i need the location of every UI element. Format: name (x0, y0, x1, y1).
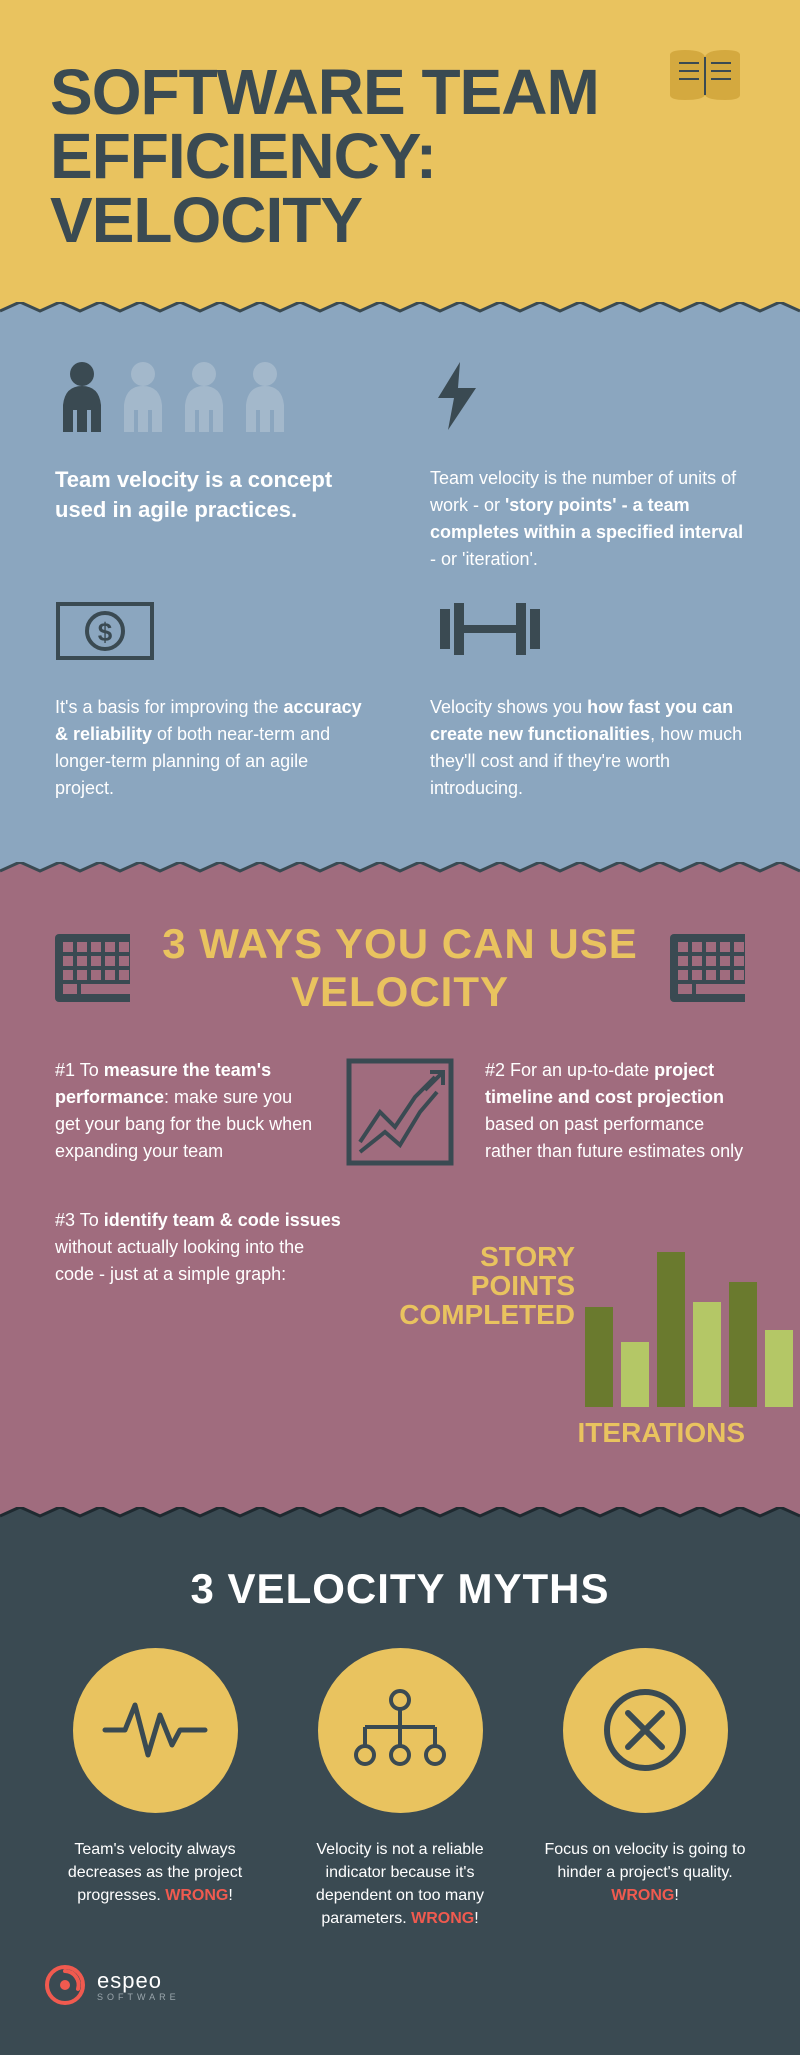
svg-text:$: $ (98, 617, 113, 647)
brand-name: espeo (97, 1968, 162, 1993)
text: ! (228, 1887, 232, 1904)
chart-bar (765, 1330, 793, 1407)
chart-frame-icon (345, 1057, 455, 1172)
keyboard-icon (55, 934, 130, 1002)
myth-3: Focus on velocity is going to hinder a p… (535, 1648, 755, 1931)
uses-title: 3 WAYS YOU CAN USE VELOCITY (160, 920, 640, 1017)
use-3: #3 To identify team & code issues withou… (55, 1207, 345, 1288)
definition-text-2: Team velocity is the number of units of … (430, 465, 745, 573)
person-icon (177, 360, 232, 432)
person-icon (238, 360, 293, 432)
text: Focus on velocity is going to hinder a p… (545, 1841, 746, 1881)
money-icon: $ (55, 601, 370, 666)
chart-y-label: STORY POINTS COMPLETED (375, 1242, 575, 1330)
myth-text: Focus on velocity is going to hinder a p… (535, 1838, 755, 1908)
hierarchy-icon (318, 1648, 483, 1813)
page-title: SOFTWARE TEAM EFFICIENCY: VELOCITY (50, 60, 750, 252)
wrong-label: WRONG (411, 1910, 474, 1927)
wrong-label: WRONG (611, 1887, 674, 1904)
text: - or 'iteration'. (430, 549, 538, 569)
header-section: SOFTWARE TEAM EFFICIENCY: VELOCITY (0, 0, 800, 302)
person-icon (55, 360, 110, 432)
chart-x-label: ITERATIONS (578, 1417, 745, 1449)
use-1: #1 To measure the team's performance: ma… (55, 1057, 315, 1165)
definition-text-1: Team velocity is a concept used in agile… (55, 465, 370, 573)
bar-chart: STORY POINTS COMPLETED ITERATIONS (385, 1207, 745, 1447)
divider-zigzag (0, 302, 800, 320)
text: ! (674, 1887, 678, 1904)
chart-bar (585, 1307, 613, 1407)
myths-title: 3 VELOCITY MYTHS (45, 1565, 755, 1613)
myth-1: Team's velocity always decreases as the … (45, 1648, 265, 1931)
text: ! (474, 1910, 478, 1927)
text: #3 To (55, 1210, 104, 1230)
text: based on past performance rather than fu… (485, 1114, 743, 1161)
myth-text: Velocity is not a reliable indicator bec… (290, 1838, 510, 1931)
definition-text-4: Velocity shows you how fast you can crea… (430, 694, 745, 802)
text: Velocity shows you (430, 697, 587, 717)
dumbbell-icon (430, 601, 745, 666)
definition-section: Team velocity is a concept used in agile… (0, 320, 800, 862)
brand-sub: SOFTWARE (97, 1992, 180, 2002)
text: #1 To (55, 1060, 104, 1080)
book-icon (665, 45, 745, 110)
divider-zigzag (0, 1507, 800, 1525)
myths-section: 3 VELOCITY MYTHS Team's velocity always … (0, 1525, 800, 2055)
cross-circle-icon (563, 1648, 728, 1813)
myth-2: Velocity is not a reliable indicator bec… (290, 1648, 510, 1931)
text: #2 For an up-to-date (485, 1060, 654, 1080)
footer: espeo SOFTWARE (45, 1965, 755, 2005)
uses-section: 3 WAYS YOU CAN USE VELOCITY #1 To measur… (0, 880, 800, 1507)
wrong-label: WRONG (165, 1887, 228, 1904)
lightning-icon (430, 360, 745, 437)
use-2: #2 For an up-to-date project timeline an… (485, 1057, 745, 1165)
keyboard-icon (670, 934, 745, 1002)
definition-text-3: It's a basis for improving the accuracy … (55, 694, 370, 802)
myth-text: Team's velocity always decreases as the … (45, 1838, 265, 1908)
footer-brand: espeo SOFTWARE (97, 1968, 180, 2002)
person-icon (116, 360, 171, 432)
text: It's a basis for improving the (55, 697, 284, 717)
chart-bar (621, 1342, 649, 1407)
text: identify team & code issues (104, 1210, 341, 1230)
chart-bar (693, 1302, 721, 1407)
people-icon-row (55, 360, 370, 437)
heartbeat-icon (73, 1648, 238, 1813)
logo-icon (45, 1965, 85, 2005)
divider-zigzag (0, 862, 800, 880)
chart-bar (729, 1282, 757, 1407)
text: without actually looking into the code -… (55, 1237, 304, 1284)
chart-bar (657, 1252, 685, 1407)
